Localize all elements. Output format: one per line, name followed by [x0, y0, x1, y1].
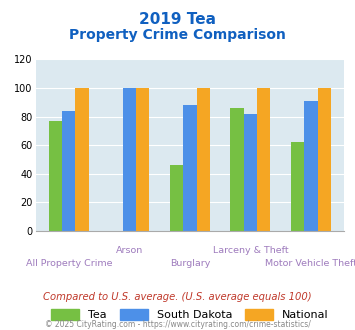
Legend: Tea, South Dakota, National: Tea, South Dakota, National	[51, 309, 329, 320]
Text: Motor Vehicle Theft: Motor Vehicle Theft	[265, 259, 355, 268]
Text: All Property Crime: All Property Crime	[26, 259, 112, 268]
Bar	[170, 165, 183, 231]
Bar	[291, 142, 304, 231]
Bar	[197, 88, 210, 231]
Bar	[304, 101, 318, 231]
Bar	[257, 88, 271, 231]
Text: Property Crime Comparison: Property Crime Comparison	[69, 28, 286, 42]
Bar	[136, 88, 149, 231]
Bar	[49, 121, 62, 231]
Text: Burglary: Burglary	[170, 259, 210, 268]
Bar	[183, 105, 197, 231]
Text: Arson: Arson	[116, 246, 143, 255]
Text: © 2025 CityRating.com - https://www.cityrating.com/crime-statistics/: © 2025 CityRating.com - https://www.city…	[45, 320, 310, 329]
Bar	[244, 114, 257, 231]
Bar	[123, 88, 136, 231]
Text: Larceny & Theft: Larceny & Theft	[213, 246, 288, 255]
Bar	[76, 88, 89, 231]
Text: 2019 Tea: 2019 Tea	[139, 12, 216, 26]
Bar	[230, 108, 244, 231]
Text: Compared to U.S. average. (U.S. average equals 100): Compared to U.S. average. (U.S. average …	[43, 292, 312, 302]
Bar	[62, 111, 76, 231]
Bar	[318, 88, 331, 231]
